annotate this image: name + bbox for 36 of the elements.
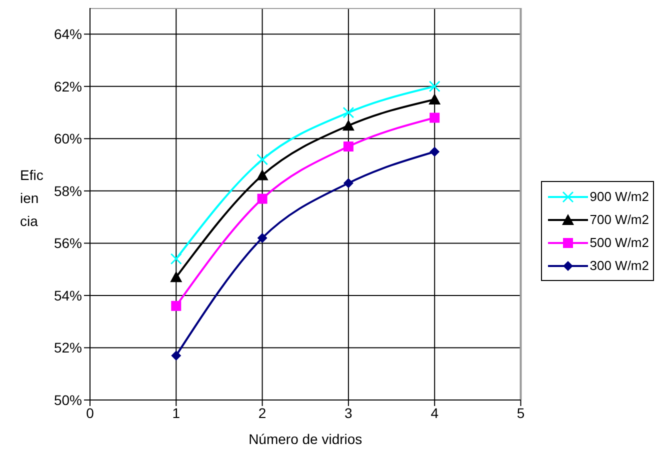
point [257, 232, 268, 243]
y-tick-label: 50% [54, 392, 82, 408]
x-tick-label: 1 [172, 404, 180, 421]
y-tick-label: 60% [54, 130, 82, 147]
point [428, 93, 441, 104]
y-tick-label: 64% [54, 26, 82, 42]
y-tick-label: 52% [54, 340, 82, 356]
y-tick-label: 58% [54, 182, 82, 199]
legend-label: 700 W/m2 [590, 212, 649, 227]
point [428, 80, 440, 92]
point [170, 271, 182, 282]
y-tick-label: 62% [54, 78, 82, 94]
point [170, 253, 182, 265]
legend-label: 300 W/m2 [590, 258, 649, 273]
x-tick-label: 0 [86, 404, 94, 421]
point [256, 169, 268, 180]
point [430, 146, 440, 157]
point [171, 300, 182, 311]
legend-label: 900 W/m2 [590, 189, 649, 204]
point [343, 142, 354, 152]
legend-label: 500 W/m2 [590, 235, 649, 250]
x-tick-label: 5 [516, 404, 525, 421]
y-tick-label: 54% [54, 287, 82, 304]
x-axis-title: Número de vidrios [248, 431, 362, 447]
point [257, 194, 268, 204]
y-tick-label: 56% [54, 235, 82, 252]
x-tick-label: 4 [430, 404, 439, 421]
x-tick-label: 2 [258, 404, 266, 421]
y-axis-title: Eficiencia [20, 167, 44, 229]
point [430, 112, 440, 123]
point [343, 178, 354, 188]
point [171, 350, 182, 361]
x-tick-label: 3 [344, 404, 353, 421]
point [256, 154, 268, 166]
point [342, 120, 354, 131]
point [342, 106, 354, 118]
